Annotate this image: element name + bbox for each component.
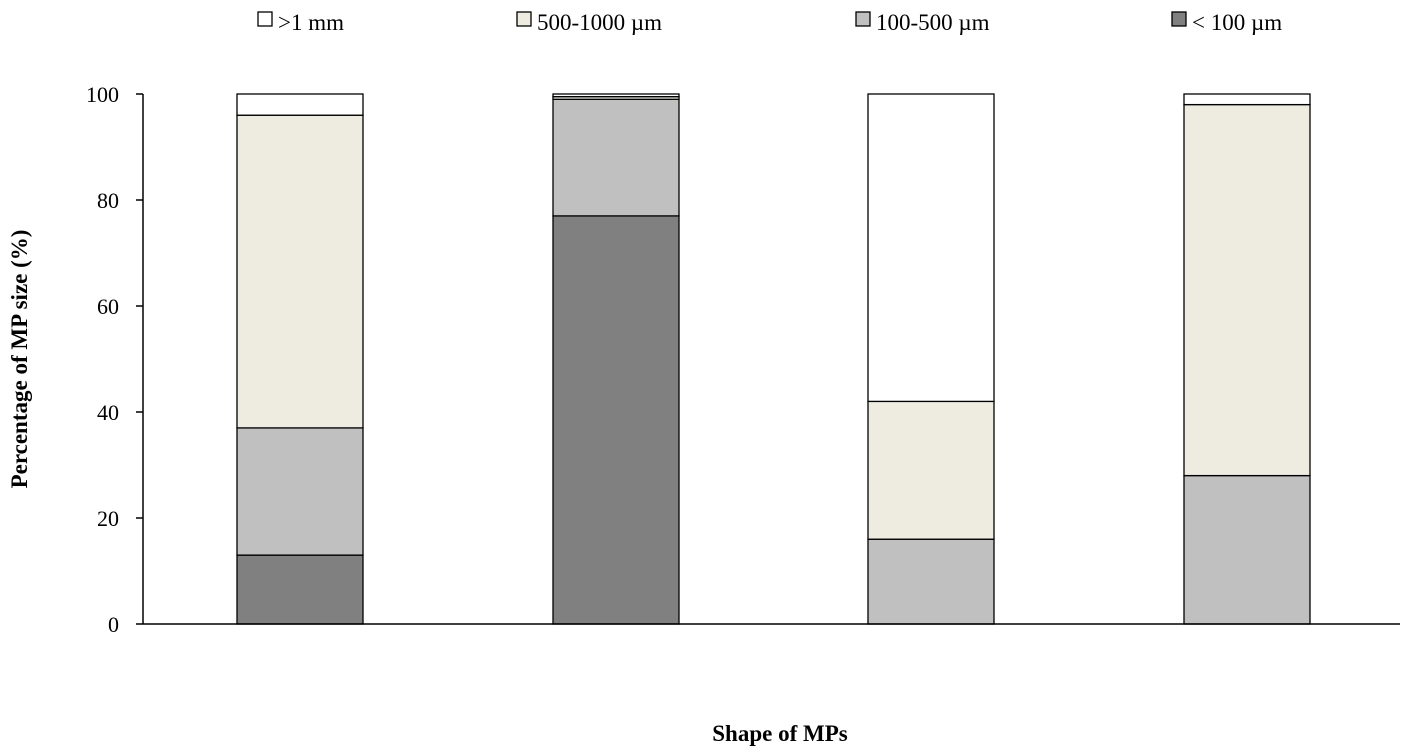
y-tick-label: 100	[86, 82, 119, 107]
legend-swatch	[855, 11, 871, 27]
y-tick-label: 40	[97, 400, 119, 425]
y-axis-title: Percentage of MP size (%)	[7, 230, 32, 489]
bar-segment	[1183, 93, 1311, 106]
legend: >1 mm 500-1000 µm 100-500 µm < 100 µm	[257, 10, 1282, 35]
bar-segment	[1183, 103, 1311, 477]
bar-segment	[867, 538, 995, 625]
legend-label: 100-500 µm	[876, 10, 990, 35]
bar-segment	[236, 93, 364, 116]
legend-swatch	[516, 11, 532, 27]
legend-swatch	[257, 11, 273, 27]
legend-label: < 100 µm	[1192, 10, 1282, 35]
bar-segment	[552, 215, 680, 625]
legend-label: >1 mm	[278, 10, 344, 35]
bar-segment	[867, 93, 995, 403]
legend-swatch	[1171, 11, 1187, 27]
y-tick-label: 20	[97, 506, 119, 531]
y-tick-label: 60	[97, 294, 119, 319]
legend-label: 500-1000 µm	[537, 10, 662, 35]
y-tick-label: 0	[108, 612, 119, 637]
bar-segment	[236, 114, 364, 429]
y-axis-ticks: 0 20 40 60 80 100	[86, 82, 143, 637]
x-axis-title: Shape of MPs	[712, 721, 848, 746]
y-tick-label: 80	[97, 188, 119, 213]
bar-segment	[236, 427, 364, 556]
bar-segment	[1183, 474, 1311, 625]
bar-segment	[236, 554, 364, 625]
bar-segment	[552, 93, 680, 98]
bar-segment	[867, 400, 995, 540]
bar-segment	[552, 98, 680, 217]
bars	[236, 93, 1311, 625]
